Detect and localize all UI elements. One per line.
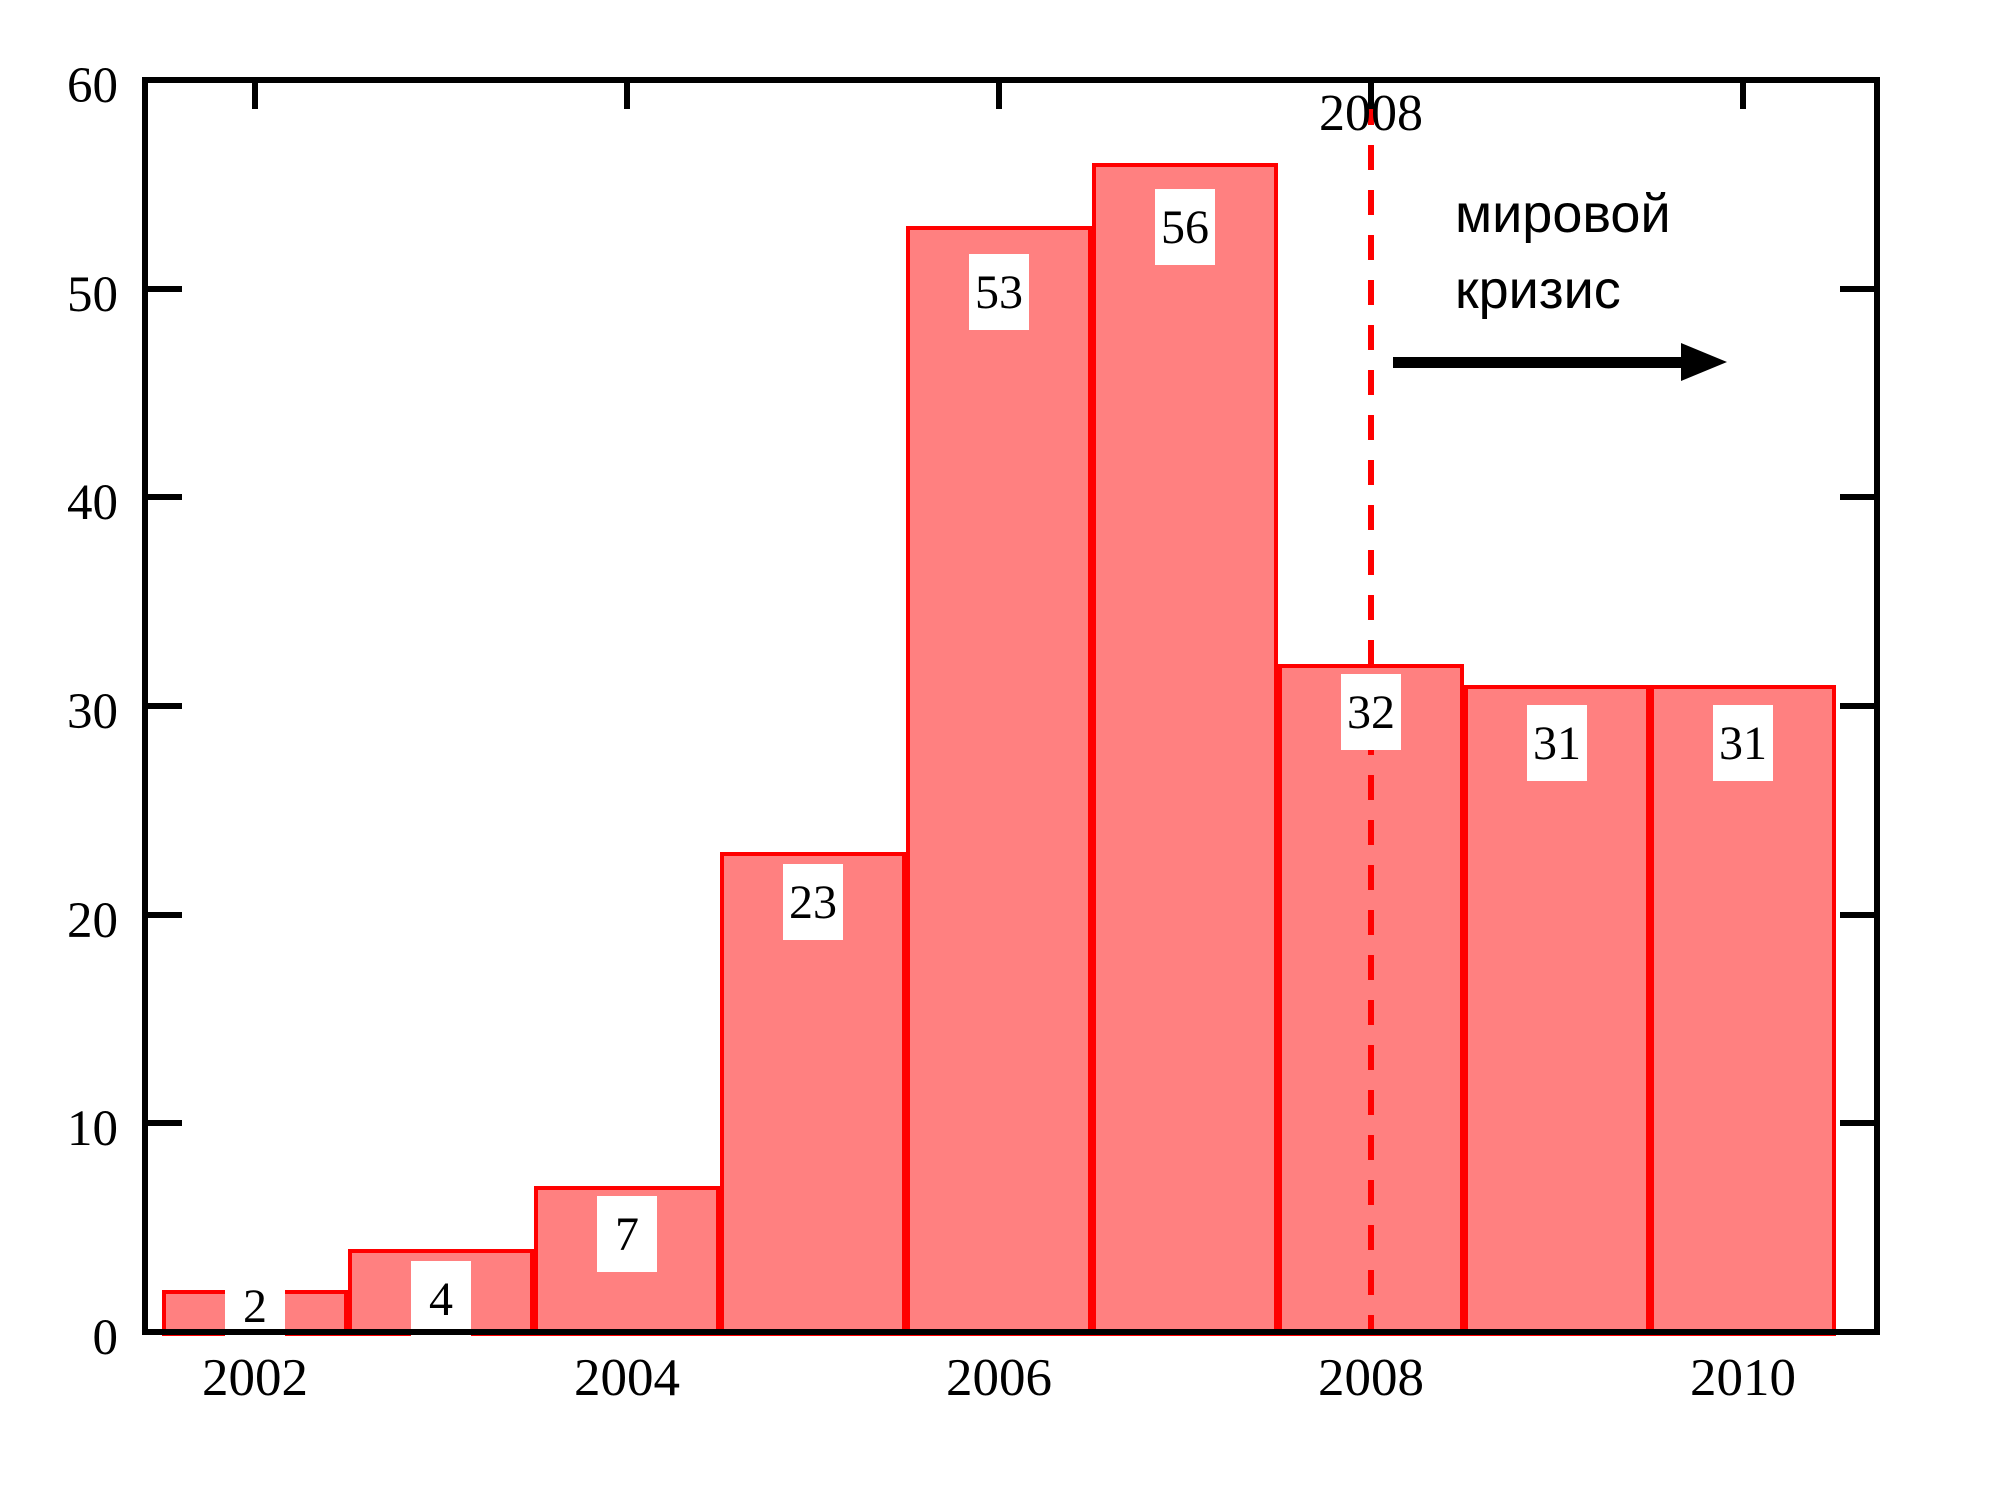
x-tick-label: 2008 xyxy=(1318,1349,1424,1407)
y-tick-left xyxy=(148,912,182,918)
bar-value-label: 23 xyxy=(783,864,843,940)
bar-2007 xyxy=(1092,163,1278,1336)
y-tick-left xyxy=(148,1120,182,1126)
y-tick-label: 50 xyxy=(67,267,118,323)
bar-value-label: 32 xyxy=(1341,674,1401,750)
y-tick-label: 10 xyxy=(67,1101,118,1157)
x-tick-top xyxy=(624,83,630,109)
y-tick-label: 40 xyxy=(67,475,118,531)
y-tick-label: 30 xyxy=(67,684,118,740)
bar-value-label: 4 xyxy=(411,1261,471,1337)
y-tick-left xyxy=(148,494,182,500)
crisis-annotation-line1: мировой xyxy=(1455,184,1671,244)
crisis-arrow-line xyxy=(1393,357,1685,368)
y-tick-right xyxy=(1840,1120,1874,1126)
y-tick-label: 20 xyxy=(67,893,118,949)
x-tick-label: 2002 xyxy=(202,1349,308,1407)
bar-2006 xyxy=(906,226,1092,1336)
bar-value-label: 56 xyxy=(1155,189,1215,265)
bar-value-label: 7 xyxy=(597,1196,657,1272)
x-tick-top xyxy=(1740,83,1746,109)
crisis-annotation: мировой кризис xyxy=(1455,176,1671,328)
x-tick-label: 2006 xyxy=(946,1349,1052,1407)
bar-value-label: 31 xyxy=(1713,705,1773,781)
y-tick-left xyxy=(148,703,182,709)
crisis-year-label: 2008 xyxy=(1319,85,1423,142)
crisis-arrow-head-icon xyxy=(1681,343,1727,381)
x-tick-top xyxy=(252,83,258,109)
x-tick-top xyxy=(1368,83,1374,109)
bar-2009 xyxy=(1464,685,1650,1336)
crisis-annotation-line2: кризис xyxy=(1455,260,1621,320)
x-tick-label: 2004 xyxy=(574,1349,680,1407)
y-tick-label: 60 xyxy=(67,58,118,114)
y-tick-left xyxy=(148,286,182,292)
bar-value-label: 31 xyxy=(1527,705,1587,781)
plot-border-bottom xyxy=(142,1329,1880,1335)
bar-2010 xyxy=(1650,685,1836,1336)
x-tick-top xyxy=(996,83,1002,109)
plot-border-left xyxy=(142,77,148,1335)
plot-border-right xyxy=(1874,77,1880,1335)
y-tick-right xyxy=(1840,703,1874,709)
y-tick-right xyxy=(1840,912,1874,918)
x-tick-label: 2010 xyxy=(1690,1349,1796,1407)
y-tick-label: 0 xyxy=(92,1310,119,1366)
plot-border-top xyxy=(142,77,1880,83)
y-tick-right xyxy=(1840,494,1874,500)
y-tick-right xyxy=(1840,286,1874,292)
bar-value-label: 53 xyxy=(969,254,1029,330)
